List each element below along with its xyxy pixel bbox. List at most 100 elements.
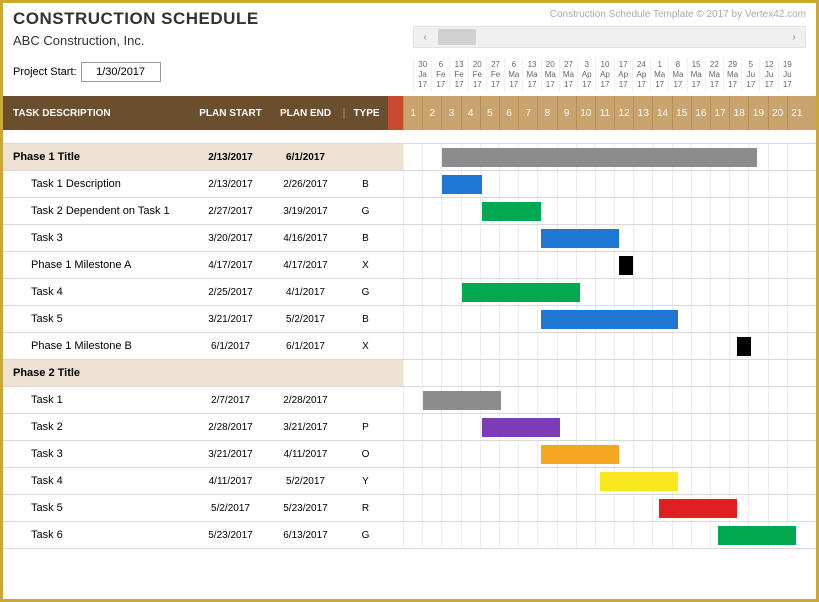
cell-end[interactable]: 5/23/2017 — [268, 503, 343, 514]
grid-col — [441, 306, 460, 332]
cell-type[interactable]: B — [343, 179, 388, 190]
cell-task[interactable]: Phase 2 Title — [3, 367, 193, 379]
cell-start[interactable]: 6/1/2017 — [193, 341, 268, 352]
cell-type[interactable]: R — [343, 503, 388, 514]
cell-end[interactable]: 4/1/2017 — [268, 287, 343, 298]
grid-col — [403, 252, 422, 278]
row-accent — [388, 198, 403, 224]
cell-start[interactable]: 2/28/2017 — [193, 422, 268, 433]
grid-col — [595, 171, 614, 197]
scroll-thumb[interactable] — [438, 29, 476, 45]
task-row: Task 12/7/20172/28/2017 — [3, 387, 816, 414]
row-right — [403, 333, 816, 359]
grid-col — [710, 225, 729, 251]
cell-task[interactable]: Phase 1 Milestone A — [3, 259, 193, 271]
cell-start[interactable]: 2/7/2017 — [193, 395, 268, 406]
th-plan-start: PLAN START — [193, 108, 268, 119]
gantt-bar[interactable] — [659, 499, 738, 518]
week-column-header: 13 — [633, 96, 652, 130]
cell-start[interactable]: 2/13/2017 — [193, 179, 268, 190]
timeline-scrollbar[interactable]: ‹ › — [413, 26, 806, 48]
cell-start[interactable]: 5/2/2017 — [193, 503, 268, 514]
cell-type[interactable]: P — [343, 422, 388, 433]
grid-col — [652, 387, 671, 413]
cell-start[interactable]: 2/13/2017 — [193, 152, 268, 163]
gantt-bar[interactable] — [482, 202, 541, 221]
cell-type[interactable]: B — [343, 233, 388, 244]
cell-type[interactable]: B — [343, 314, 388, 325]
gantt-bar[interactable] — [442, 148, 757, 167]
gantt-bar[interactable] — [423, 391, 502, 410]
grid-col — [422, 306, 441, 332]
cell-task[interactable]: Task 3 — [3, 448, 193, 460]
cell-start[interactable]: 2/25/2017 — [193, 287, 268, 298]
scroll-left-icon[interactable]: ‹ — [414, 27, 436, 47]
grid-col — [633, 279, 652, 305]
cell-task[interactable]: Phase 1 Milestone B — [3, 340, 193, 352]
cell-start[interactable]: 3/21/2017 — [193, 449, 268, 460]
week-column-header: 7 — [518, 96, 537, 130]
cell-end[interactable]: 4/11/2017 — [268, 449, 343, 460]
cell-start[interactable]: 3/20/2017 — [193, 233, 268, 244]
grid-col — [461, 468, 480, 494]
cell-end[interactable]: 2/26/2017 — [268, 179, 343, 190]
cell-type[interactable]: X — [343, 341, 388, 352]
week-column-header: 14 — [652, 96, 671, 130]
grid-col — [672, 333, 691, 359]
grid-col — [403, 414, 422, 440]
cell-end[interactable]: 4/16/2017 — [268, 233, 343, 244]
gantt-bar[interactable] — [442, 175, 481, 194]
gantt-bar[interactable] — [541, 445, 620, 464]
cell-task[interactable]: Task 5 — [3, 502, 193, 514]
cell-task[interactable]: Task 1 — [3, 394, 193, 406]
grid-col — [422, 360, 441, 386]
cell-task[interactable]: Task 2 — [3, 421, 193, 433]
cell-type[interactable]: G — [343, 287, 388, 298]
scroll-right-icon[interactable]: › — [783, 27, 805, 47]
date-column-header: 1Ma17 — [650, 58, 668, 92]
cell-start[interactable]: 4/11/2017 — [193, 476, 268, 487]
cell-end[interactable]: 4/17/2017 — [268, 260, 343, 271]
cell-end[interactable]: 6/13/2017 — [268, 530, 343, 541]
cell-task[interactable]: Phase 1 Title — [3, 151, 193, 163]
cell-task[interactable]: Task 4 — [3, 475, 193, 487]
grid-col — [748, 414, 767, 440]
grid-col — [480, 225, 499, 251]
gantt-bar[interactable] — [482, 418, 561, 437]
cell-type[interactable]: G — [343, 530, 388, 541]
gantt-bar[interactable] — [462, 283, 580, 302]
cell-type[interactable]: O — [343, 449, 388, 460]
cell-start[interactable]: 4/17/2017 — [193, 260, 268, 271]
cell-type[interactable]: X — [343, 260, 388, 271]
cell-end[interactable]: 3/21/2017 — [268, 422, 343, 433]
cell-type[interactable]: Y — [343, 476, 388, 487]
project-start-input[interactable] — [81, 62, 161, 82]
gantt-bar[interactable] — [541, 229, 620, 248]
cell-start[interactable]: 2/27/2017 — [193, 206, 268, 217]
grid-col — [652, 360, 671, 386]
cell-start[interactable]: 3/21/2017 — [193, 314, 268, 325]
gantt-bar[interactable] — [737, 337, 751, 356]
cell-end[interactable]: 5/2/2017 — [268, 314, 343, 325]
gantt-bar[interactable] — [541, 310, 679, 329]
cell-type[interactable]: G — [343, 206, 388, 217]
cell-end[interactable]: 6/1/2017 — [268, 152, 343, 163]
cell-task[interactable]: Task 1 Description — [3, 178, 193, 190]
cell-end[interactable]: 3/19/2017 — [268, 206, 343, 217]
grid-col — [461, 252, 480, 278]
cell-task[interactable]: Task 3 — [3, 232, 193, 244]
gantt-bar[interactable] — [600, 472, 679, 491]
cell-end[interactable]: 2/28/2017 — [268, 395, 343, 406]
cell-task[interactable]: Task 4 — [3, 286, 193, 298]
grid-col — [403, 441, 422, 467]
row-left: Task 1 Description2/13/20172/26/2017B — [3, 171, 403, 197]
gantt-bar[interactable] — [619, 256, 633, 275]
cell-task[interactable]: Task 5 — [3, 313, 193, 325]
cell-start[interactable]: 5/23/2017 — [193, 530, 268, 541]
grid-col — [633, 225, 652, 251]
cell-task[interactable]: Task 6 — [3, 529, 193, 541]
gantt-bar[interactable] — [718, 526, 797, 545]
cell-end[interactable]: 6/1/2017 — [268, 341, 343, 352]
cell-task[interactable]: Task 2 Dependent on Task 1 — [3, 205, 193, 217]
cell-end[interactable]: 5/2/2017 — [268, 476, 343, 487]
